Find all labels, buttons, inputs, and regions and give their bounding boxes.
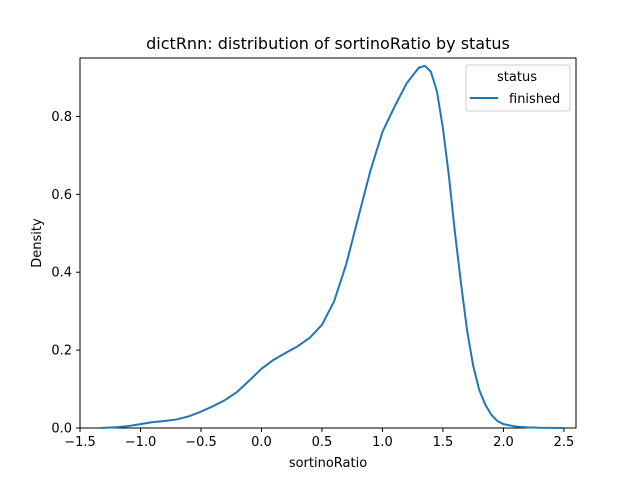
y-axis-label: Density <box>30 218 45 268</box>
x-tick-label: 1.5 <box>433 435 454 450</box>
y-tick-label: 0.2 <box>51 344 72 359</box>
plot-area: −1.5 −1.0 −0.5 0.0 0.5 1.0 1.5 2.0 2.5 0.0 0.2 0.4… <box>51 57 577 450</box>
x-tick-label: 2.0 <box>493 435 514 450</box>
x-tick-label: 0.5 <box>312 435 333 450</box>
x-tick-label: −0.5 <box>185 435 217 450</box>
y-tick-label: 0.0 <box>51 422 72 437</box>
x-tick-label: 0.0 <box>251 435 272 450</box>
series-layer <box>100 64 563 429</box>
x-tick-label: 1.0 <box>372 435 393 450</box>
chart-title: dictRnn: distribution of sortinoRatio by… <box>146 34 510 53</box>
y-tick-label: 0.4 <box>51 266 72 281</box>
y-tick-label: 0.8 <box>51 110 72 125</box>
x-tick-label: 2.5 <box>554 435 575 450</box>
legend-entry-label: finished <box>509 92 560 107</box>
y-tick-label: 0.6 <box>51 188 72 203</box>
axes-frame <box>79 57 577 429</box>
x-tick-label: −1.0 <box>125 435 157 450</box>
legend-box <box>465 64 571 112</box>
x-axis-ticks: −1.5 −1.0 −0.5 0.0 0.5 1.0 1.5 2.0 2.5 <box>64 428 574 450</box>
y-axis-ticks: 0.0 0.2 0.4 0.6 0.8 <box>51 110 80 437</box>
series-line-finished <box>100 64 563 429</box>
x-tick-label: −1.5 <box>64 435 96 450</box>
legend-title: status <box>497 70 537 85</box>
legend: status finished <box>465 64 571 112</box>
x-axis-label: sortinoRatio <box>289 456 367 471</box>
